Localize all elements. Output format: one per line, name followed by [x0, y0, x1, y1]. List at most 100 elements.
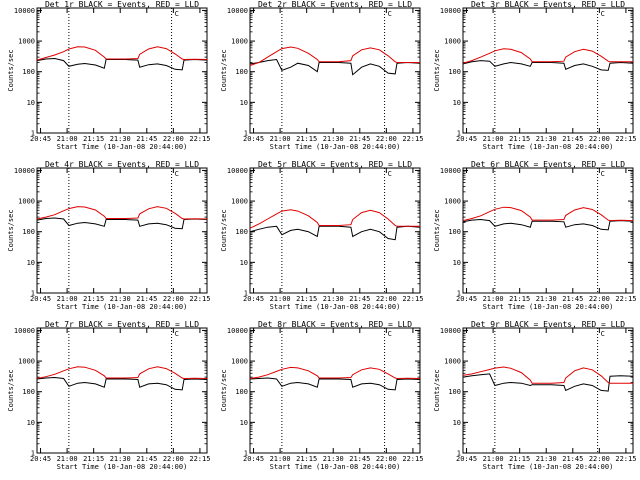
events-series-line — [462, 218, 634, 231]
corner-marker: C — [601, 330, 605, 338]
plot-frame — [462, 7, 634, 134]
x-tick-label: 21:00 — [483, 135, 504, 143]
y-tick-label: 1000 — [231, 198, 248, 206]
x-tick-label: 22:00 — [589, 135, 610, 143]
x-axis-label: Start Time (10-Jan-08 20:44:00) — [270, 463, 401, 471]
corner-marker: C — [388, 330, 392, 338]
x-tick-label: 21:00 — [57, 135, 78, 143]
x-tick-label: 22:00 — [163, 135, 184, 143]
y-tick-label: 10 — [240, 419, 248, 427]
y-tick-label: 10 — [453, 259, 461, 267]
y-tick-label: 10000 — [14, 7, 35, 15]
y-tick-label: 100 — [235, 228, 248, 236]
corner-marker: C — [175, 170, 179, 178]
x-axis-label: Start Time (10-Jan-08 20:44:00) — [270, 143, 401, 151]
y-tick-label: 1 — [457, 130, 461, 138]
y-tick-label: 1000 — [444, 38, 461, 46]
lld-series-line — [249, 46, 420, 66]
x-tick-label: 21:15 — [509, 295, 530, 303]
corner-marker: C — [175, 330, 179, 338]
x-tick-label: 20:45 — [243, 135, 264, 143]
plot-frame — [249, 327, 421, 454]
x-axis-label: Start Time (10-Jan-08 20:44:00) — [57, 143, 188, 151]
x-tick-label: 21:15 — [296, 455, 317, 463]
x-tick-label: 22:00 — [589, 295, 610, 303]
x-tick-label: 22:15 — [402, 295, 423, 303]
x-tick-label: 22:15 — [189, 135, 210, 143]
plot-frame — [36, 167, 208, 294]
x-tick-label: 20:45 — [456, 455, 477, 463]
corner-marker: C — [601, 10, 605, 18]
detector-panel: Det 2r BLACK = Events, RED = LLD 1 10 100 10… — [220, 0, 423, 151]
lld-series-line — [36, 46, 208, 61]
y-tick-label: 1 — [31, 290, 35, 298]
y-tick-label: 10 — [27, 259, 35, 267]
y-tick-label: 100 — [448, 68, 461, 76]
x-tick-label: 22:00 — [376, 295, 397, 303]
x-tick-label: 21:00 — [483, 455, 504, 463]
plot-frame — [462, 327, 634, 454]
x-tick-label: 20:45 — [243, 455, 264, 463]
x-axis-label: Start Time (10-Jan-08 20:44:00) — [483, 303, 614, 311]
x-tick-label: 20:45 — [456, 135, 477, 143]
x-tick-label: 21:15 — [509, 455, 530, 463]
y-axis-label: Counts/sec — [7, 209, 15, 251]
y-tick-label: 1 — [31, 450, 35, 458]
x-tick-label: 20:45 — [30, 135, 51, 143]
lld-series-line — [36, 206, 208, 220]
x-tick-label: 22:15 — [402, 135, 423, 143]
corner-marker: C — [388, 170, 392, 178]
events-series-line — [249, 377, 421, 391]
y-tick-label: 10000 — [227, 7, 248, 15]
x-tick-label: 22:15 — [615, 295, 636, 303]
events-series-line — [249, 225, 421, 241]
x-tick-label: 21:30 — [536, 455, 557, 463]
x-tick-label: 21:30 — [110, 135, 131, 143]
x-tick-label: 21:45 — [136, 455, 157, 463]
corner-marker: C — [601, 170, 605, 178]
lld-series-line — [249, 209, 420, 229]
y-tick-label: 100 — [22, 68, 35, 76]
y-tick-label: 10000 — [14, 327, 35, 335]
x-tick-label: 22:00 — [376, 455, 397, 463]
y-tick-label: 100 — [22, 388, 35, 396]
x-tick-label: 22:15 — [402, 455, 423, 463]
y-axis-label: Counts/sec — [220, 49, 228, 91]
y-axis-label: Counts/sec — [433, 209, 441, 251]
x-tick-label: 20:45 — [456, 295, 477, 303]
x-tick-label: 21:45 — [562, 135, 583, 143]
x-tick-label: 20:45 — [30, 295, 51, 303]
y-tick-label: 10000 — [440, 7, 461, 15]
detector-panel: Det 3r BLACK = Events, RED = LLD 1 10 100 10… — [433, 0, 636, 151]
x-tick-label: 21:45 — [136, 135, 157, 143]
plot-frame — [249, 167, 421, 294]
panel-title: Det 3r BLACK = Events, RED = LLD — [471, 0, 625, 9]
panel-title: Det 8r BLACK = Events, RED = LLD — [258, 320, 412, 329]
panel-title: Det 6r BLACK = Events, RED = LLD — [471, 160, 625, 169]
events-series-line — [36, 376, 208, 391]
y-tick-label: 1 — [244, 290, 248, 298]
lld-series-line — [462, 366, 633, 384]
y-axis-label: Counts/sec — [433, 369, 441, 411]
lld-series-line — [249, 366, 421, 380]
y-tick-label: 10 — [240, 259, 248, 267]
detector-panel: Det 7r BLACK = Events, RED = LLD 1 10 100 10… — [7, 320, 210, 471]
y-tick-label: 1 — [457, 450, 461, 458]
y-tick-label: 10000 — [227, 327, 248, 335]
x-tick-label: 22:00 — [163, 295, 184, 303]
lld-series-line — [36, 366, 208, 380]
y-tick-label: 1000 — [18, 198, 35, 206]
y-tick-label: 1000 — [18, 38, 35, 46]
x-tick-label: 21:00 — [270, 295, 291, 303]
x-tick-label: 22:15 — [189, 455, 210, 463]
x-tick-label: 21:30 — [323, 135, 344, 143]
y-axis-label: Counts/sec — [7, 49, 15, 91]
y-axis-label: Counts/sec — [7, 369, 15, 411]
x-tick-label: 21:45 — [349, 295, 370, 303]
y-tick-label: 100 — [22, 228, 35, 236]
plot-frame — [36, 7, 208, 134]
x-axis-label: Start Time (10-Jan-08 20:44:00) — [57, 303, 188, 311]
y-tick-label: 1 — [244, 130, 248, 138]
y-tick-label: 1 — [244, 450, 248, 458]
y-tick-label: 100 — [448, 388, 461, 396]
